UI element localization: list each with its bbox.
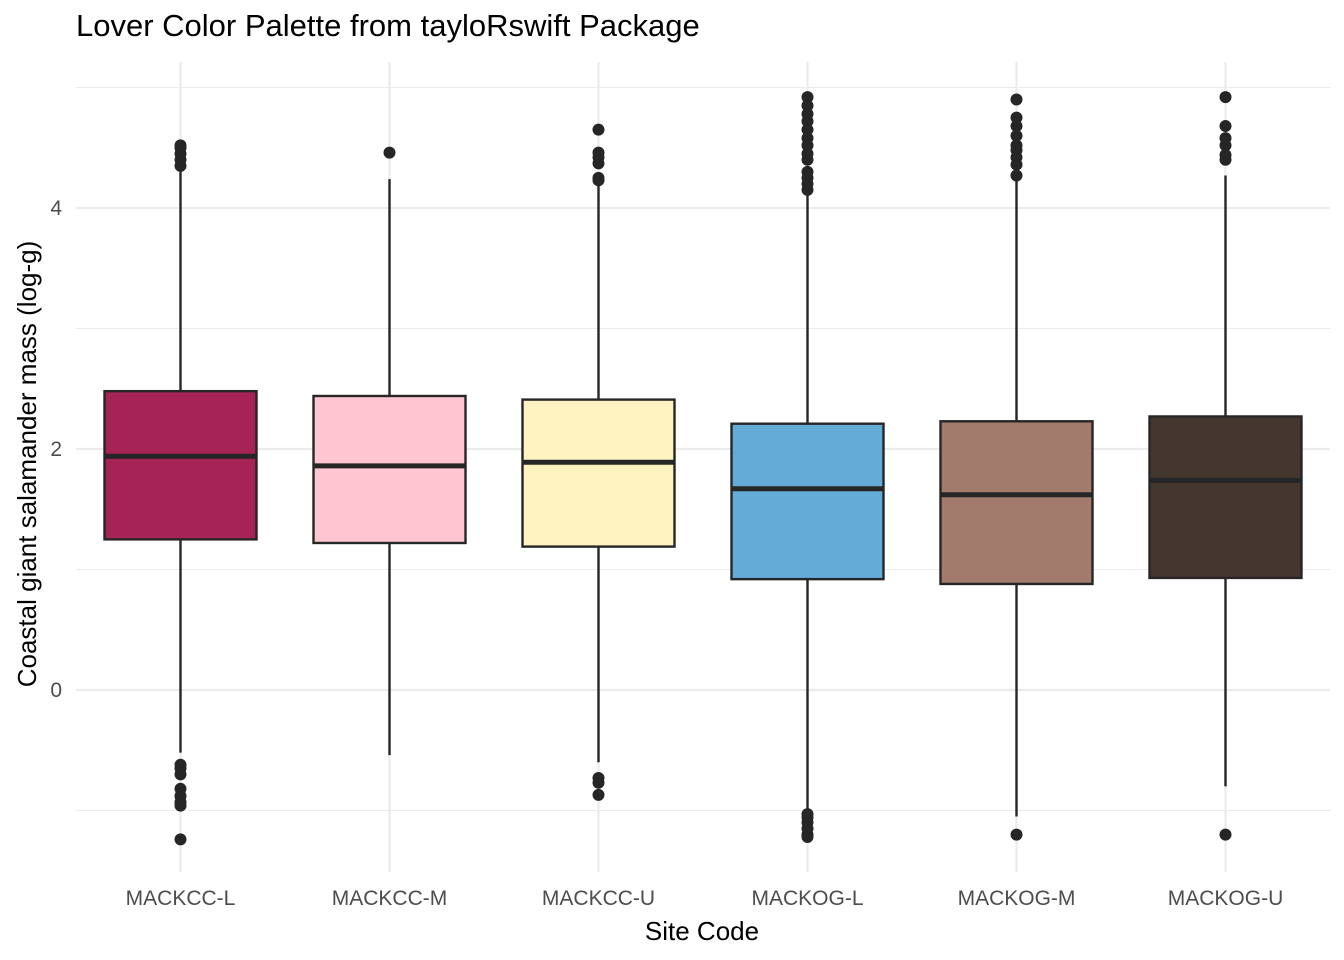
box-iqr [939, 420, 1094, 586]
outlier-point [592, 788, 605, 801]
outlier-point [592, 157, 605, 170]
outlier-point [801, 123, 814, 136]
outlier-point [1010, 93, 1023, 106]
outlier-point [1219, 139, 1232, 152]
outlier-point [592, 174, 605, 187]
x-tick-label: MACKCC-L [126, 887, 236, 910]
outlier-point [1010, 169, 1023, 182]
x-tick-label: MACKCC-U [542, 887, 655, 910]
outlier-point [383, 146, 396, 159]
box-iqr [103, 389, 258, 541]
x-tick-label: MACKCC-M [332, 887, 448, 910]
tick-labels: 0 2 4 MACKCC-L MACKCC-M MACKCC-U MACKOG-L MACKO… [50, 197, 1283, 910]
box-iqr [1148, 415, 1303, 580]
outlier-point [801, 831, 814, 844]
box-group [939, 93, 1094, 841]
outlier-point [801, 99, 814, 112]
box-group [521, 123, 676, 801]
grid-lines [76, 62, 1330, 872]
box-group [312, 146, 467, 756]
box-iqr [730, 422, 885, 581]
outlier-point [174, 768, 187, 781]
outlier-point [1010, 828, 1023, 841]
x-tick-label: MACKOG-M [958, 887, 1076, 910]
box-iqr [312, 394, 467, 545]
outlier-point [801, 139, 814, 152]
y-tick-label: 4 [50, 197, 62, 220]
outlier-point [1219, 120, 1232, 133]
outlier-point [801, 153, 814, 166]
x-axis-title: Site Code [645, 916, 759, 946]
outlier-point [1010, 120, 1023, 133]
box-iqr [521, 398, 676, 548]
outlier-point [1219, 91, 1232, 104]
outlier-point [1010, 129, 1023, 142]
y-axis-title: Coastal giant salamander mass (log-g) [12, 241, 42, 688]
x-tick-label: MACKOG-L [751, 887, 863, 910]
outlier-point [174, 799, 187, 812]
outlier-point [174, 833, 187, 846]
outlier-point [801, 115, 814, 128]
box-group [730, 91, 885, 844]
chart-title: Lover Color Palette from tayloRswift Pac… [76, 8, 700, 43]
outlier-point [1010, 158, 1023, 171]
y-tick-label: 0 [50, 679, 62, 702]
outlier-point [801, 91, 814, 104]
outlier-point [1219, 153, 1232, 166]
box-group [103, 139, 258, 846]
outlier-point [592, 776, 605, 789]
box-series [103, 91, 1303, 846]
box-group [1148, 91, 1303, 841]
x-tick-label: MACKOG-U [1168, 887, 1284, 910]
outlier-point [174, 159, 187, 172]
outlier-point [1219, 828, 1232, 841]
outlier-point [801, 183, 814, 196]
y-tick-label: 2 [50, 438, 62, 461]
outlier-point [592, 123, 605, 136]
outlier-point [1010, 111, 1023, 124]
